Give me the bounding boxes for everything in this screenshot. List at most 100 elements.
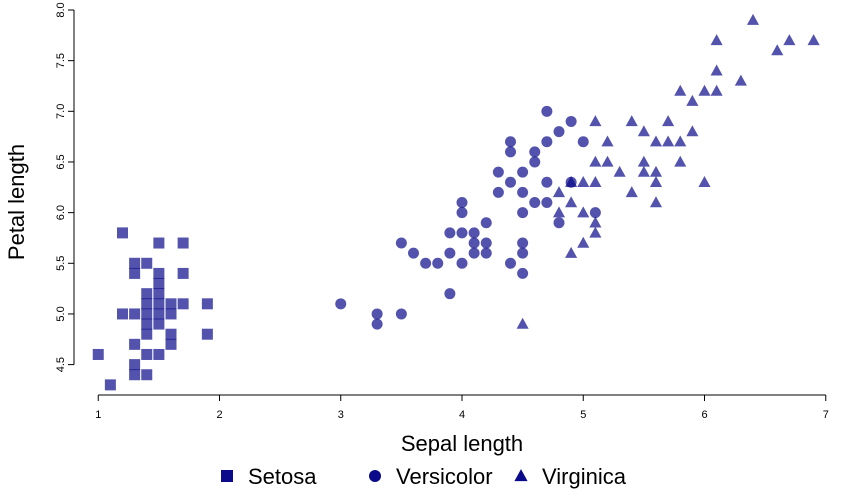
virginica-point — [734, 74, 747, 86]
setosa-point — [92, 348, 104, 360]
versicolor-point — [553, 217, 565, 229]
x-tick-label: 6 — [701, 409, 707, 421]
versicolor-point — [492, 186, 504, 198]
virginica-point — [589, 155, 602, 167]
versicolor-point — [577, 136, 589, 148]
x-tick-label: 5 — [580, 409, 586, 421]
setosa-point — [153, 318, 165, 330]
y-tick-label: 6.0 — [55, 205, 67, 220]
virginica-point — [698, 84, 711, 96]
y-tick-label: 5.0 — [55, 306, 67, 321]
setosa-point — [153, 237, 165, 249]
virginica-point — [601, 155, 614, 167]
virginica-point — [662, 135, 675, 147]
setosa-point — [141, 257, 153, 269]
virginica-point — [686, 94, 699, 106]
setosa-point — [177, 298, 189, 310]
virginica-point — [516, 317, 529, 329]
virginica-point — [649, 196, 663, 208]
versicolor-point — [553, 126, 565, 138]
versicolor-point — [444, 247, 456, 259]
setosa-point — [153, 308, 165, 320]
setosa-point — [129, 308, 141, 320]
setosa-point — [165, 298, 177, 310]
versicolor-point — [395, 237, 407, 249]
virginica-point — [807, 34, 820, 46]
setosa-point — [129, 338, 141, 350]
legend-label-setosa: Setosa — [248, 464, 317, 489]
setosa-point — [104, 379, 116, 391]
virginica-point — [565, 175, 578, 187]
virginica-point — [710, 34, 723, 46]
setosa-point — [129, 359, 141, 371]
virginica-point — [746, 13, 760, 25]
versicolor-point — [335, 298, 347, 310]
legend-marker-setosa — [221, 470, 233, 482]
setosa-point — [153, 278, 165, 290]
virginica-point — [698, 175, 711, 187]
x-tick-label: 1 — [95, 409, 101, 421]
y-tick-label: 8.0 — [55, 2, 67, 17]
virginica-point — [710, 64, 723, 76]
virginica-point — [674, 84, 687, 96]
versicolor-point — [492, 166, 504, 178]
setosa-point — [153, 288, 165, 300]
versicolor-point — [517, 247, 529, 259]
virginica-point — [771, 44, 784, 56]
versicolor-point — [420, 257, 432, 269]
versicolor-point — [505, 146, 516, 158]
series-setosa — [92, 227, 213, 391]
setosa-point — [117, 227, 128, 239]
series-versicolor — [335, 105, 601, 330]
setosa-point — [201, 328, 213, 340]
versicolor-point — [541, 176, 553, 188]
virginica-point — [589, 115, 602, 127]
y-tick-label: 7.0 — [55, 104, 67, 119]
versicolor-point — [541, 197, 553, 208]
virginica-point — [783, 34, 796, 46]
x-tick-label: 7 — [823, 409, 829, 421]
versicolor-point — [541, 136, 553, 148]
setosa-point — [165, 338, 177, 350]
virginica-point — [577, 175, 590, 187]
versicolor-point — [444, 227, 456, 239]
virginica-point — [577, 206, 590, 218]
versicolor-point — [517, 267, 529, 279]
versicolor-point — [456, 207, 468, 219]
setosa-point — [141, 348, 153, 360]
setosa-point — [129, 369, 141, 381]
versicolor-point — [456, 227, 468, 239]
y-tick-label: 4.5 — [55, 357, 67, 372]
virginica-point — [552, 206, 566, 218]
setosa-point — [153, 348, 165, 360]
virginica-point — [674, 155, 687, 167]
setosa-point — [153, 267, 165, 279]
virginica-point — [637, 165, 650, 177]
legend: Setosa Versicolor Virginica — [221, 464, 627, 489]
setosa-point — [141, 318, 153, 330]
virginica-point — [637, 155, 650, 167]
virginica-point — [649, 135, 663, 147]
legend-marker-versicolor — [369, 470, 381, 482]
versicolor-point — [505, 257, 516, 269]
virginica-point — [637, 125, 650, 137]
versicolor-point — [565, 115, 577, 127]
versicolor-point — [541, 105, 553, 117]
setosa-point — [117, 308, 128, 320]
legend-marker-virginica — [514, 469, 528, 482]
legend-label-versicolor: Versicolor — [396, 464, 493, 489]
versicolor-point — [432, 257, 444, 269]
setosa-point — [153, 298, 165, 310]
series-virginica — [516, 13, 820, 329]
virginica-point — [589, 175, 602, 187]
versicolor-point — [408, 247, 419, 259]
versicolor-point — [480, 247, 492, 259]
virginica-point — [710, 84, 723, 96]
y-tick-label: 5.5 — [55, 256, 67, 271]
versicolor-point — [468, 247, 480, 259]
virginica-point — [552, 186, 566, 198]
setosa-point — [141, 308, 153, 320]
setosa-point — [165, 308, 177, 320]
setosa-point — [129, 257, 141, 269]
